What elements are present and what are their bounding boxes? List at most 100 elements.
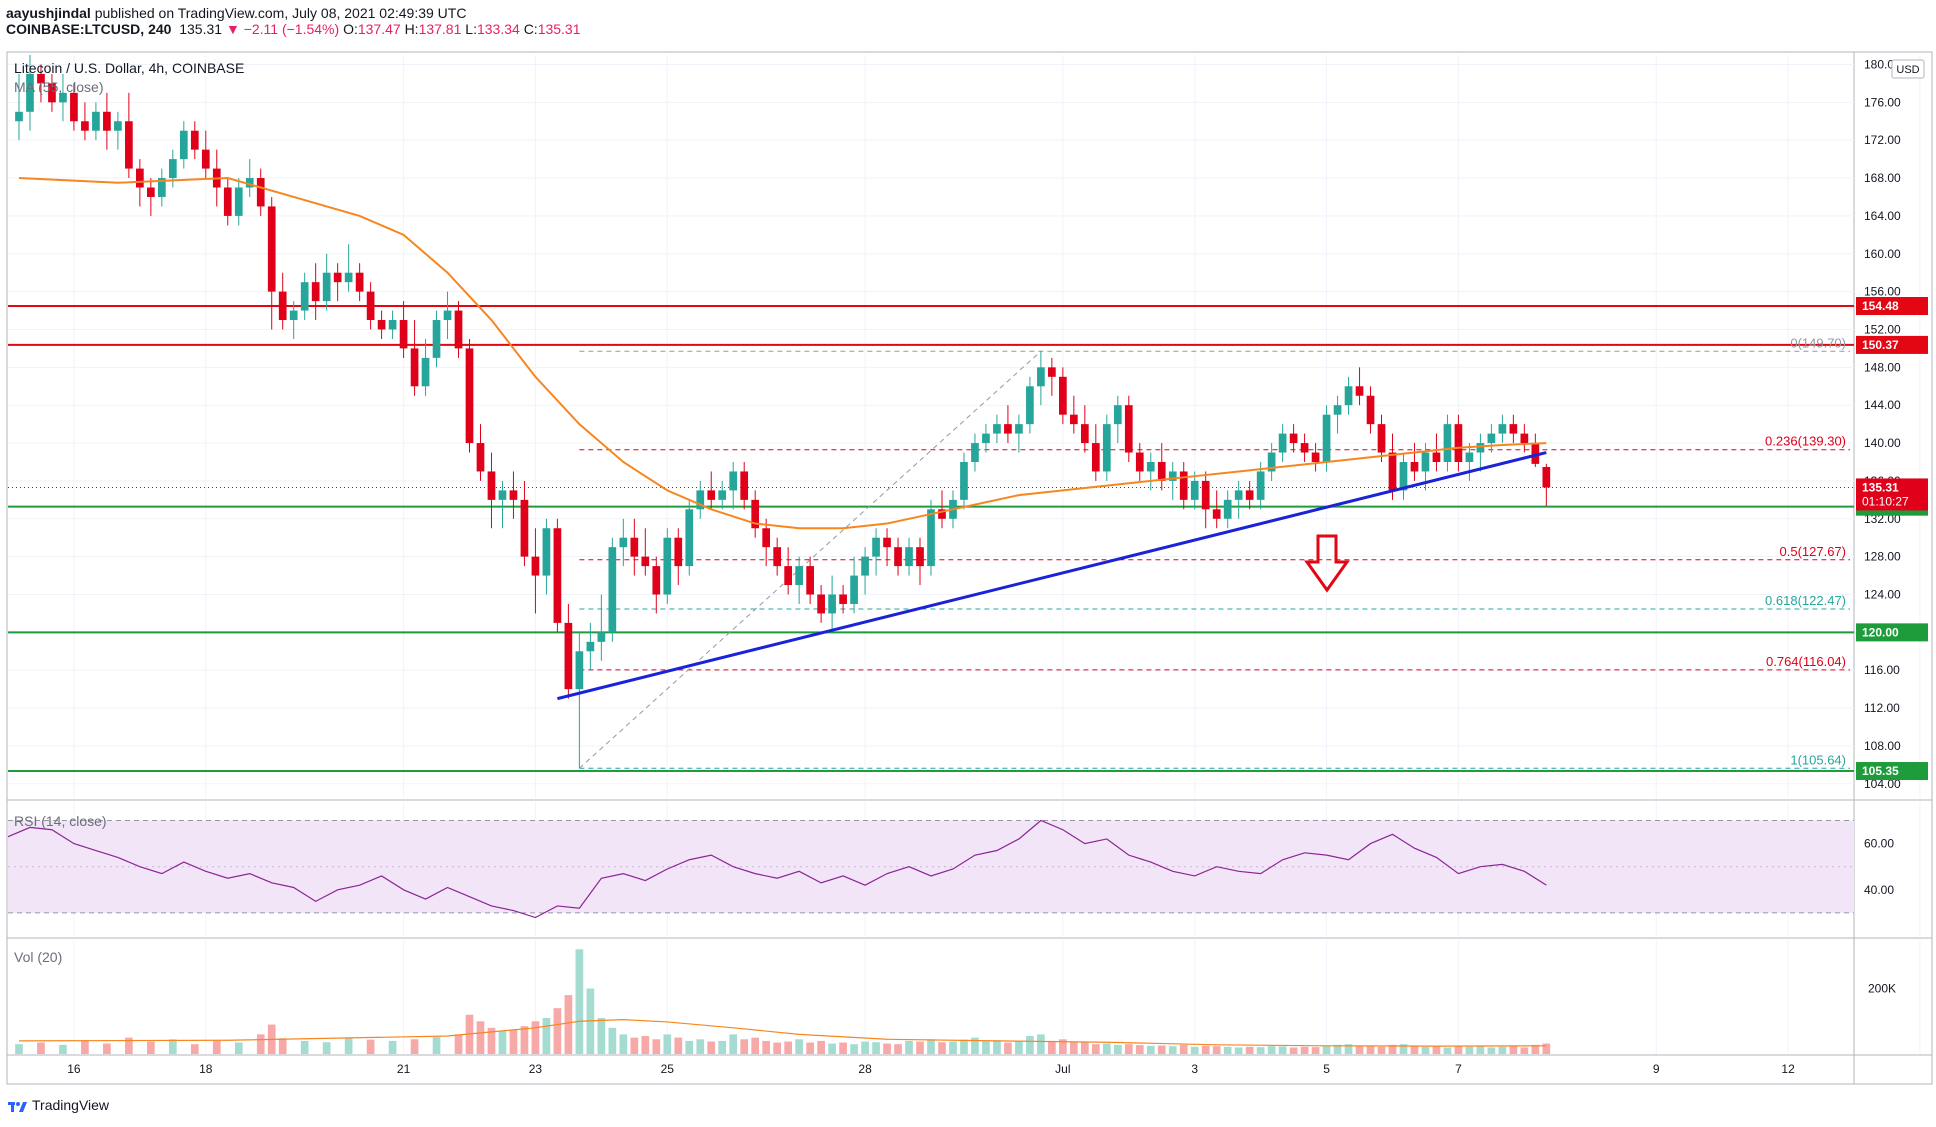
candle xyxy=(938,490,946,529)
trendline-group[interactable] xyxy=(557,451,1547,701)
volume-bar xyxy=(1487,1047,1496,1054)
candle xyxy=(223,178,232,226)
candle xyxy=(839,585,847,614)
candle-body xyxy=(1026,386,1034,425)
candle-body xyxy=(179,130,188,160)
volume-bar xyxy=(531,1021,540,1054)
volume-bar xyxy=(1322,1045,1331,1054)
volume-bar xyxy=(1190,1046,1199,1054)
candle xyxy=(421,338,430,396)
candle-body xyxy=(927,509,935,567)
candle xyxy=(1135,443,1144,481)
volume-bar xyxy=(652,1039,661,1054)
candle xyxy=(795,556,803,604)
candle-body xyxy=(1069,414,1078,425)
candle xyxy=(146,178,155,216)
low-value: 133.34 xyxy=(476,21,520,37)
candle xyxy=(1531,433,1540,468)
volume-bar xyxy=(718,1040,727,1054)
down-arrow-icon: ▼ xyxy=(225,21,240,37)
price-tick-label: 128.00 xyxy=(1864,550,1901,564)
candle xyxy=(1168,461,1177,500)
candle-body xyxy=(883,537,891,548)
candle-body xyxy=(1377,424,1386,453)
volume-bar xyxy=(1245,1046,1254,1054)
candle xyxy=(1289,424,1298,453)
volume-bar xyxy=(685,1040,694,1054)
volume-bar xyxy=(729,1034,738,1054)
candle xyxy=(1190,471,1199,510)
volume-bar xyxy=(1388,1044,1397,1054)
candle xyxy=(1069,395,1078,434)
candle xyxy=(806,556,814,604)
volume-bar xyxy=(1531,1044,1540,1054)
candle-body xyxy=(575,651,584,690)
volume-bar xyxy=(1355,1045,1364,1054)
candle-body xyxy=(333,272,342,283)
candle-body xyxy=(377,320,386,330)
rsi-tick-label: 60.00 xyxy=(1864,837,1894,851)
footer-logo[interactable]: TradingView xyxy=(8,1097,109,1113)
volume-bar xyxy=(487,1027,496,1054)
rsi-band xyxy=(8,819,1854,914)
candle xyxy=(828,575,836,633)
candle-body xyxy=(1091,443,1100,472)
candle xyxy=(37,64,45,103)
candle xyxy=(1355,367,1364,406)
candle-body xyxy=(1300,443,1309,453)
volume-bar xyxy=(1069,1041,1078,1054)
candle xyxy=(15,73,23,141)
volume-bar xyxy=(982,1040,990,1054)
candle-body xyxy=(15,111,23,122)
candle xyxy=(1091,424,1100,481)
candle-body xyxy=(509,490,518,500)
candle xyxy=(1366,386,1375,434)
volume-tick-label: 200K xyxy=(1868,982,1896,996)
volume-bar xyxy=(850,1044,858,1054)
candle-body xyxy=(168,159,177,179)
candle-body xyxy=(70,92,78,122)
candle-body xyxy=(432,320,441,358)
candle xyxy=(48,73,56,112)
last-price: 135.31 xyxy=(179,21,223,37)
trendline[interactable] xyxy=(557,451,1547,701)
candle-body xyxy=(256,178,265,207)
candle-body xyxy=(1015,424,1023,434)
volume-ma-line xyxy=(18,1019,1547,1047)
candle-body xyxy=(344,272,353,283)
candle xyxy=(476,424,485,481)
volume-bar xyxy=(1157,1045,1166,1054)
currency-badge[interactable] xyxy=(1891,59,1925,79)
candle-body xyxy=(839,594,847,604)
volume-bar xyxy=(1113,1044,1122,1054)
fibonacci-retracement[interactable]: 0(149.70) 0.236(139.30) 0.5(127.67) 0.618(1… xyxy=(579,335,1850,769)
candle-body xyxy=(1289,433,1298,444)
volume-bar xyxy=(674,1037,683,1054)
volume-bar xyxy=(1256,1047,1265,1054)
price-axis[interactable]: 104.00 108.00 112.00 116.00 120.00 124.00 128.… xyxy=(1864,57,1901,995)
candle xyxy=(509,471,518,519)
price-tick-label: 148.00 xyxy=(1864,360,1901,374)
candle-body xyxy=(1410,461,1419,472)
candle-body xyxy=(443,310,452,321)
time-tick-label: 23 xyxy=(529,1062,543,1076)
volume-bar xyxy=(168,1039,177,1054)
volume-bar xyxy=(1135,1045,1144,1054)
volume-bar xyxy=(828,1043,836,1054)
candle xyxy=(1344,376,1353,415)
candle-body xyxy=(311,282,320,302)
publisher-name[interactable]: aayushjindal xyxy=(6,5,91,21)
volume-bar xyxy=(256,1034,265,1054)
candle-body xyxy=(1102,424,1111,472)
candle-body xyxy=(1498,424,1507,434)
candle xyxy=(894,537,902,576)
time-axis[interactable]: 16 18 21 23 25 28 Jul 3 5 7 9 12 xyxy=(67,1062,1795,1076)
candle xyxy=(70,83,78,131)
open-value: 137.47 xyxy=(357,21,401,37)
candle xyxy=(267,196,276,330)
rsi-tick-label: 40.00 xyxy=(1864,883,1894,897)
candle xyxy=(784,547,793,595)
volume-bar xyxy=(432,1036,441,1054)
down-arrow-annotation[interactable] xyxy=(1304,534,1350,593)
